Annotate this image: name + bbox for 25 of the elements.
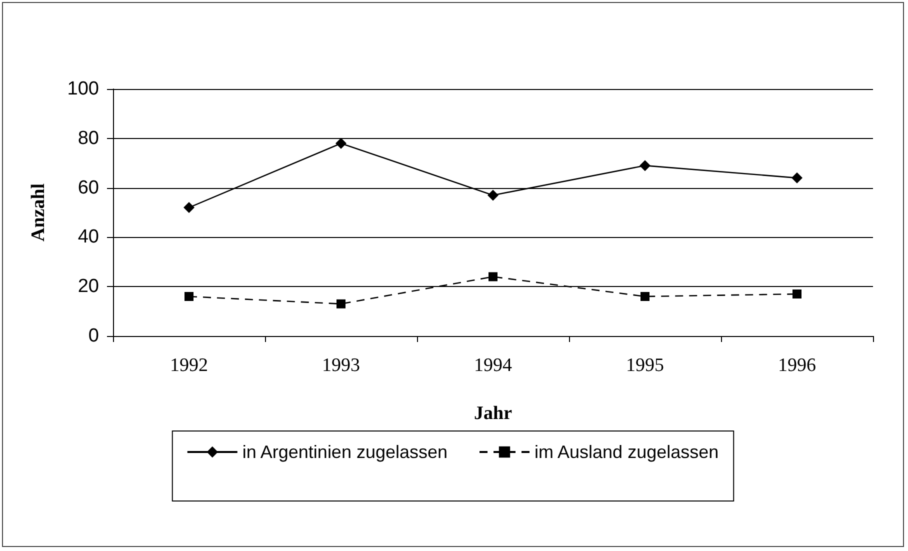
x-tick-label: 1992 xyxy=(170,355,208,376)
y-tick-label: 40 xyxy=(78,226,99,248)
y-axis-title: Anzahl xyxy=(28,183,49,242)
point xyxy=(336,138,346,149)
legend-label: im Ausland zugelassen xyxy=(534,442,719,462)
point xyxy=(184,202,194,214)
x-tick-label: 1993 xyxy=(322,355,360,376)
y-tick-label: 100 xyxy=(67,78,99,100)
x-tick-label: 1995 xyxy=(626,355,664,376)
point xyxy=(336,299,346,308)
point xyxy=(792,290,802,299)
x-axis-title: Jahr xyxy=(474,403,513,424)
legend-label: in Argentinien zugelassen xyxy=(242,442,448,462)
y-tick-label: 80 xyxy=(78,128,99,149)
point xyxy=(792,172,802,184)
x-tick-label: 1994 xyxy=(474,355,512,376)
point xyxy=(640,292,650,301)
point xyxy=(640,160,650,172)
y-tick-label: 60 xyxy=(78,177,99,198)
y-tick-label: 20 xyxy=(78,276,99,298)
point xyxy=(488,190,498,201)
point xyxy=(184,292,194,301)
point xyxy=(488,272,498,282)
y-tick-label: 0 xyxy=(88,326,99,346)
x-tick-label: 1996 xyxy=(778,355,816,376)
